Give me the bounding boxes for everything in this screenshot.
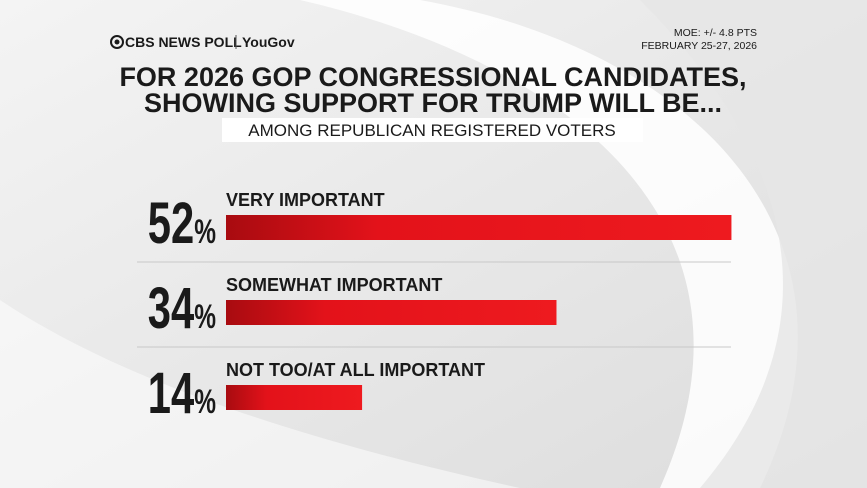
source-label: CBS NEWS POLL: [125, 34, 242, 50]
cbs-eye: [114, 39, 120, 45]
value-unit: %: [194, 213, 216, 251]
value-label: 52%: [148, 190, 216, 255]
value-unit: %: [194, 383, 216, 421]
value-label: 14%: [148, 360, 216, 425]
cbs-eye: [110, 35, 124, 49]
note: FEBRUARY 25-27, 2026: [641, 40, 757, 52]
value-number: 34: [148, 275, 194, 340]
subtitle-box: [222, 118, 643, 142]
value-number: 14: [148, 360, 194, 425]
swoosh: [300, 0, 798, 488]
category-label: VERY IMPORTANT: [226, 190, 385, 210]
bar: [226, 215, 732, 240]
note: MOE: +/- 4.8 PTS: [674, 27, 757, 39]
value-unit: %: [194, 298, 216, 336]
bar: [226, 300, 557, 325]
subtitle: AMONG REPUBLICAN REGISTERED VOTERS: [248, 121, 615, 140]
category-label: NOT TOO/AT ALL IMPORTANT: [226, 360, 485, 380]
value-number: 52: [148, 190, 194, 255]
swoosh: [640, 0, 867, 488]
bar: [226, 385, 363, 410]
category-label: SOMEWHAT IMPORTANT: [226, 275, 442, 295]
swoosh: [0, 300, 520, 488]
chart-title: FOR 2026 GOP CONGRESSIONAL CANDIDATES,: [119, 62, 746, 92]
source-label: YouGov: [242, 34, 295, 50]
value-label: 34%: [148, 275, 216, 340]
chart-title: SHOWING SUPPORT FOR TRUMP WILL BE...: [144, 88, 722, 118]
